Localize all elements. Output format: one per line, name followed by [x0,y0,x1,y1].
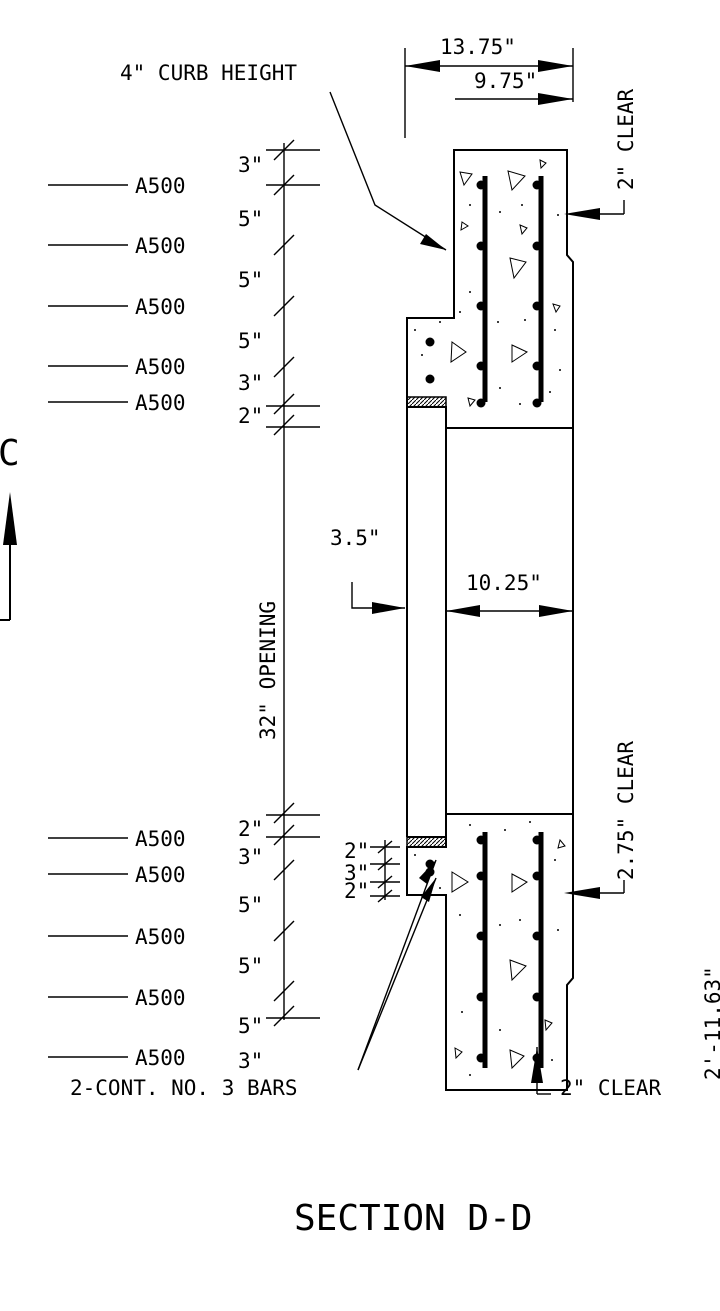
rebar-label-top-3: A500 [135,295,186,319]
top-spacing-6: 2" [238,404,263,428]
rebar-labels-top: A500 A500 A500 A500 A500 [48,174,186,415]
curb-height-callout: 4" CURB HEIGHT [120,61,447,251]
bottom-spacing-4: 5" [238,954,263,978]
clear-top-callout: 2" CLEAR [564,88,638,220]
section-marker: C [0,433,20,621]
rebar-labels-bottom: A500 A500 A500 A500 A500 [48,827,186,1070]
top-concrete-block [406,149,574,429]
rebar-label-top-4: A500 [135,355,186,379]
clear-bottom-label: 2" CLEAR [560,1076,662,1100]
section-title: SECTION D-D [294,1198,532,1239]
small-spacing-1: 2" [344,839,369,863]
cont-bars-callout: 2-CONT. NO. 3 BARS [70,859,437,1100]
clear-top-label: 2" CLEAR [614,88,638,190]
clear-mid-callout: 2.75" CLEAR [564,741,638,899]
top-spacing-5: 3" [238,371,263,395]
small-spacing-2: 3" [344,861,369,885]
dim-10-25-label: 10.25" [466,571,542,595]
small-spacing-3: 2" [344,879,369,903]
top-spacing-4: 5" [238,329,263,353]
rebar-label-bottom-1: A500 [135,827,186,851]
overall-height-label: 2'-11.63" [701,966,720,1080]
section-marker-arrowhead [3,492,17,545]
rebar-label-top-5: A500 [135,391,186,415]
vertical-dimension-chain: 3" 5" 5" 5" 3" 2" 32" OPENING 2" 3" 5" 5… [238,139,320,1073]
bottom-spacing-3: 5" [238,893,263,917]
rebar-label-bottom-4: A500 [135,986,186,1010]
rebar-label-top-1: A500 [135,174,186,198]
opening-outline [406,396,574,848]
rebar-label-bottom-5: A500 [135,1046,186,1070]
bottom-spacing-1: 2" [238,817,263,841]
dim-13-75-label: 13.75" [440,35,516,59]
bottom-spacing-2: 3" [238,845,263,869]
opening-label: 32" OPENING [256,601,280,740]
bottom-spacing-6: 3" [238,1049,263,1073]
small-dimension-chain: 2" 3" 2" [344,839,400,903]
clear-bottom-callout: 2" CLEAR [531,1047,662,1100]
rebar-label-bottom-3: A500 [135,925,186,949]
section-marker-label: C [0,433,20,474]
dim-3-5-label: 3.5" [330,526,381,550]
opening-width-dimensions: 3.5" 10.25" [330,526,573,617]
rebar-label-top-2: A500 [135,234,186,258]
rebar-label-bottom-2: A500 [135,863,186,887]
top-spacing-3: 5" [238,268,263,292]
cont-bars-label: 2-CONT. NO. 3 BARS [70,1076,298,1100]
dim-9-75-label: 9.75" [474,69,537,93]
clear-mid-label: 2.75" CLEAR [614,741,638,880]
top-spacing-2: 5" [238,207,263,231]
overall-height-callout: 2'-11.63" [701,966,720,1080]
dimension-ticks [266,139,320,1027]
bottom-spacing-5: 5" [238,1014,263,1038]
top-spacing-1: 3" [238,153,263,177]
curb-height-label: 4" CURB HEIGHT [120,61,297,85]
top-dimensions: 13.75" 9.75" [404,35,574,138]
bottom-concrete-block [406,813,574,1091]
